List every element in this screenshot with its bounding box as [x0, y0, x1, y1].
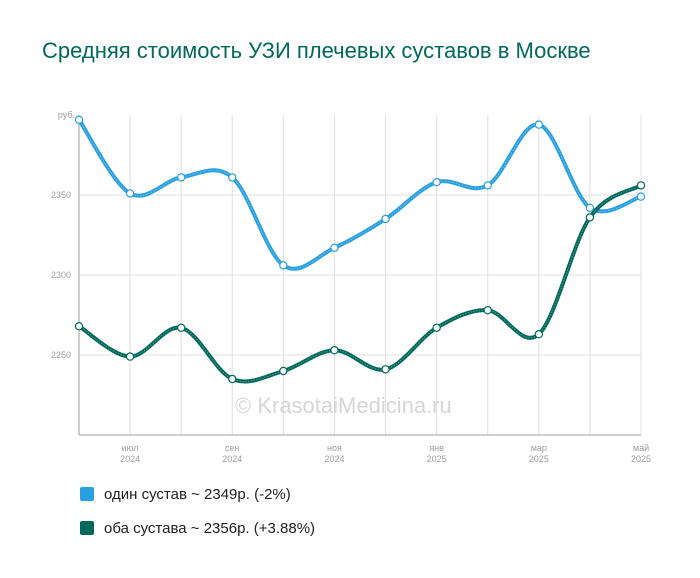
x-tick-year-label: 2025 [631, 454, 651, 464]
data-point [534, 330, 544, 339]
legend-swatch-both [80, 521, 94, 535]
data-point [228, 374, 237, 384]
data-point [585, 213, 595, 222]
line-chart: © KrasotaiMedicina.ru 225023002350руб.ию… [51, 110, 651, 464]
legend-label-both: оба сустава ~ 2356р. (+3.88%) [104, 519, 316, 537]
data-point [330, 243, 339, 252]
data-point [636, 192, 646, 201]
data-point [381, 365, 390, 374]
data-point [330, 346, 339, 355]
x-tick-label: янв [429, 443, 444, 453]
data-point [636, 181, 646, 190]
series-line-texture-0 [78, 119, 642, 270]
legend-item-both[interactable]: оба сустава ~ 2356р. (+3.88%) [80, 518, 315, 538]
data-point [432, 177, 441, 187]
watermark: © KrasotaiMedicina.ru [235, 393, 452, 418]
data-point [483, 306, 492, 315]
x-tick-year-label: 2025 [529, 454, 549, 464]
data-point [534, 120, 544, 129]
tick-labels: 225023002350руб.июл2024сен2024ноя2024янв… [51, 110, 651, 464]
data-point [228, 173, 237, 182]
series-lines [77, 117, 643, 384]
legend-swatch-single [80, 487, 94, 501]
data-point [381, 214, 390, 224]
y-tick-label: 2350 [51, 190, 71, 200]
data-point [432, 323, 441, 332]
series-line-1 [77, 183, 643, 384]
x-tick-year-label: 2024 [120, 454, 140, 464]
y-tick-label: 2250 [51, 350, 71, 360]
data-point [74, 322, 84, 331]
data-point [585, 203, 595, 212]
x-tick-label: май [633, 443, 649, 453]
series-points [74, 115, 646, 384]
data-point [279, 366, 288, 376]
data-point [125, 189, 135, 198]
data-point [483, 181, 492, 190]
data-point [125, 352, 135, 361]
grid [78, 115, 642, 436]
series-line-texture-1 [78, 185, 642, 382]
x-tick-label: июл [122, 443, 139, 453]
legend-label-single: один сустав ~ 2349р. (-2%) [104, 485, 291, 503]
data-point [176, 173, 186, 182]
x-tick-year-label: 2024 [222, 454, 242, 464]
data-point [279, 261, 288, 270]
y-tick-label: 2300 [51, 270, 71, 280]
series-line-0 [77, 117, 643, 271]
legend-item-single[interactable]: один сустав ~ 2349р. (-2%) [80, 484, 315, 504]
x-tick-year-label: 2025 [427, 454, 447, 464]
y-unit-label: руб. [58, 110, 75, 120]
x-tick-label: мар [531, 443, 547, 453]
legend: один сустав ~ 2349р. (-2%) оба сустава ~… [80, 484, 315, 552]
data-point [74, 115, 84, 125]
chart-title: Средняя стоимость УЗИ плечевых суставов … [42, 38, 591, 63]
x-tick-year-label: 2024 [324, 454, 344, 464]
x-tick-label: ноя [327, 443, 342, 453]
x-tick-label: сен [225, 443, 240, 453]
data-point [176, 323, 186, 332]
